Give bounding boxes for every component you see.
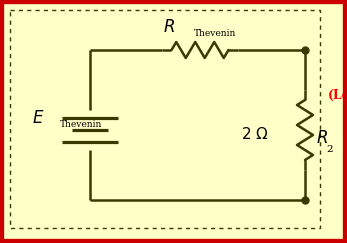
Bar bbox=[10, 10, 320, 228]
Text: Thevenin: Thevenin bbox=[194, 28, 236, 37]
Text: $2\ \Omega$: $2\ \Omega$ bbox=[241, 126, 269, 142]
Text: Thevenin: Thevenin bbox=[60, 120, 102, 129]
Text: (Load): (Load) bbox=[328, 88, 347, 102]
Text: $R$: $R$ bbox=[316, 130, 328, 147]
Text: $E$: $E$ bbox=[32, 110, 44, 127]
Text: $R$: $R$ bbox=[163, 19, 175, 36]
Text: 2: 2 bbox=[326, 145, 333, 154]
